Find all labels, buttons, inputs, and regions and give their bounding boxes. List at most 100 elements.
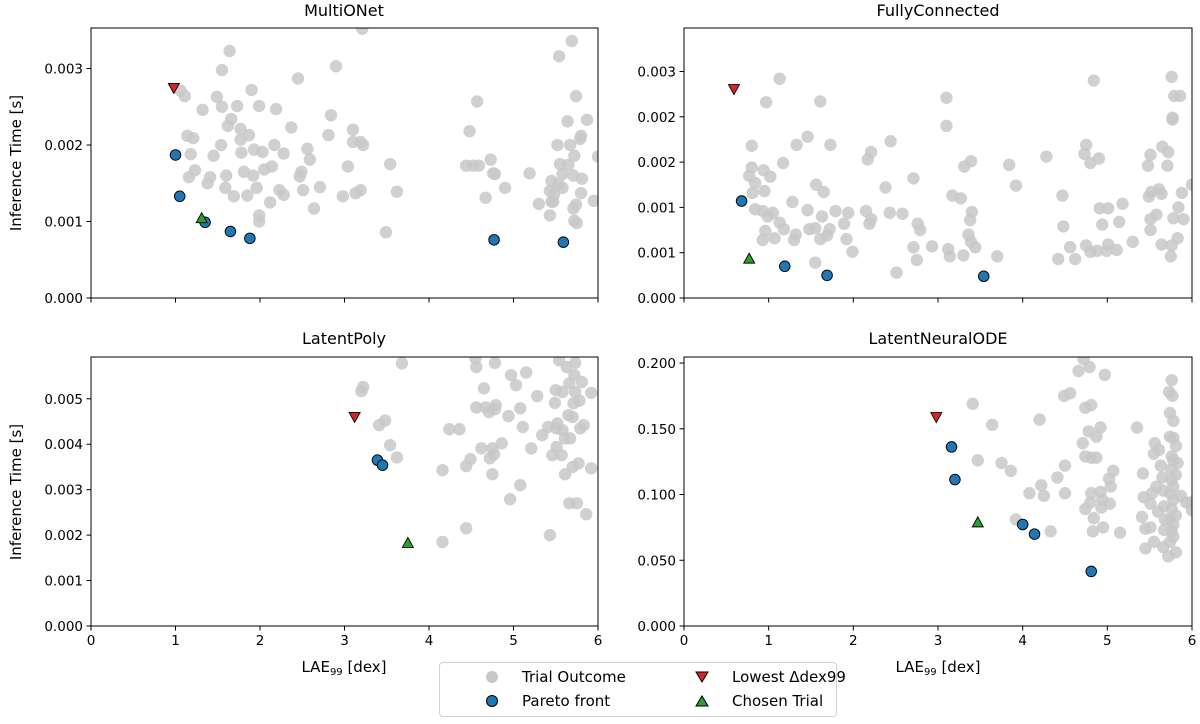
trial-outcome-point: [1101, 202, 1115, 215]
y-tick-label: 0.000: [637, 291, 676, 307]
trial-outcome-point: [523, 167, 536, 180]
trial-outcome-point: [519, 366, 533, 379]
trial-outcome-point: [1126, 235, 1139, 249]
trial-outcome-point: [313, 180, 327, 194]
trial-outcome-point: [1139, 542, 1152, 555]
trial-outcome-point: [553, 157, 567, 171]
trial-outcome-point: [1086, 525, 1100, 538]
trial-outcome-point: [307, 202, 321, 215]
pareto-front-point: [376, 459, 389, 471]
trial-outcome-point: [543, 528, 557, 542]
y-axis-label-bottom: Inference Time [s]: [7, 423, 25, 561]
trial-outcome-point: [383, 438, 397, 452]
y-tick-label: 0.001: [44, 215, 83, 231]
pareto-front-point: [244, 232, 256, 245]
x-tick-label: 3: [934, 633, 943, 649]
y-tick-label: 0.001: [44, 574, 83, 590]
legend-label: Trial Outcome: [522, 668, 626, 686]
trial-outcome-point: [777, 222, 791, 236]
trial-outcome-point: [943, 250, 957, 263]
trial-outcome-point: [225, 112, 238, 126]
panel-title-latentneuralode: LatentNeuralODE: [868, 329, 1008, 348]
trial-outcome-point: [488, 403, 502, 416]
trial-outcome-point: [575, 375, 589, 389]
trial-outcome-point: [566, 410, 579, 424]
trial-outcome-point: [241, 189, 254, 202]
trial-outcome-point: [346, 123, 360, 136]
y-tick-label: 0.002: [44, 138, 83, 154]
trial-outcome-point: [237, 165, 251, 178]
trial-outcome-point: [572, 457, 585, 470]
triangle-down-icon: [695, 671, 709, 683]
trial-outcome-point: [296, 183, 310, 197]
trial-outcome-point: [1163, 535, 1177, 549]
trial-outcome-point: [570, 216, 584, 230]
trial-outcome-point: [514, 478, 527, 492]
trial-outcome-point: [563, 432, 577, 445]
trial-outcome-point: [1135, 510, 1149, 524]
trial-outcome-point: [1167, 414, 1180, 428]
y-tick-label: 0.150: [637, 422, 676, 438]
trial-outcome-point: [1116, 197, 1129, 210]
trial-outcome-point: [969, 241, 982, 254]
trial-outcome-point: [356, 138, 370, 152]
x-tick-label: 5: [509, 633, 518, 649]
trial-outcome-point: [355, 384, 368, 398]
trial-outcome-point: [809, 222, 822, 235]
trial-outcome-point: [291, 72, 305, 85]
x-label-sub: 99: [329, 667, 343, 678]
trial-outcome-point: [1169, 546, 1183, 559]
trial-outcome-point: [1136, 467, 1150, 480]
trial-outcome-point: [790, 138, 803, 152]
trial-outcome-point: [509, 378, 523, 392]
trial-outcome-point: [1033, 413, 1046, 426]
panel-title-multionet: MultiONet: [304, 1, 384, 20]
trial-outcome-point: [230, 99, 244, 113]
x-tick-label: 5: [1103, 633, 1112, 649]
trial-outcome-point: [569, 89, 583, 103]
trial-outcome-point: [1096, 521, 1110, 534]
marks: [930, 357, 1192, 578]
blue-circle-icon: [486, 695, 498, 707]
pareto-front-point: [949, 473, 961, 486]
trial-outcome-point: [548, 396, 562, 410]
trial-outcome-point: [245, 83, 258, 97]
x-tick-label: 1: [171, 633, 180, 649]
trial-outcome-point: [1072, 364, 1085, 378]
trial-outcome-point: [379, 226, 393, 239]
x-tick-label: 6: [594, 633, 603, 649]
legend: Trial Outcome Pareto front Lowest Δdex99…: [439, 662, 846, 717]
trial-outcome-point: [1112, 215, 1126, 229]
x-label-main: LAE: [301, 658, 330, 676]
trial-outcome-point: [801, 130, 814, 143]
trial-outcome-point: [443, 423, 456, 436]
trial-outcome-point: [1150, 208, 1163, 221]
trial-outcome-point: [991, 250, 1004, 263]
trial-outcome-point: [470, 95, 484, 108]
trial-outcome-point: [552, 50, 566, 63]
trial-outcome-point: [219, 181, 232, 195]
legend-label: Chosen Trial: [732, 692, 824, 710]
trial-outcome-point: [301, 142, 314, 156]
trial-outcome-point: [829, 204, 842, 218]
y-tick-label: 0.005: [44, 392, 83, 408]
lowest-dex99-point: [930, 412, 943, 424]
trial-outcome-point: [1141, 159, 1155, 172]
trial-outcome-point: [203, 170, 217, 184]
panel-latentpoly: 0 1 2 3 4 5 6 0.000 0.001 0.002 0.003 0.004 0.005: [44, 356, 603, 649]
trial-outcome-point: [383, 157, 397, 171]
trial-outcome-point: [910, 253, 924, 267]
y-tick-label: 0.002: [44, 528, 83, 544]
trial-outcome-point: [1051, 471, 1064, 484]
x-tick-label: 6: [1188, 633, 1197, 649]
trial-outcome-point: [1161, 159, 1174, 172]
trial-outcome-point: [525, 442, 538, 455]
trial-outcome-point: [504, 368, 518, 382]
trial-outcome-point: [585, 462, 598, 475]
trial-outcome-point: [477, 382, 491, 395]
trial-outcome-point: [252, 99, 266, 113]
trial-outcome-point: [577, 418, 590, 432]
x-tick-label: 4: [1018, 633, 1027, 649]
triangle-up-icon: [695, 695, 709, 707]
trial-outcome-point: [756, 233, 769, 247]
